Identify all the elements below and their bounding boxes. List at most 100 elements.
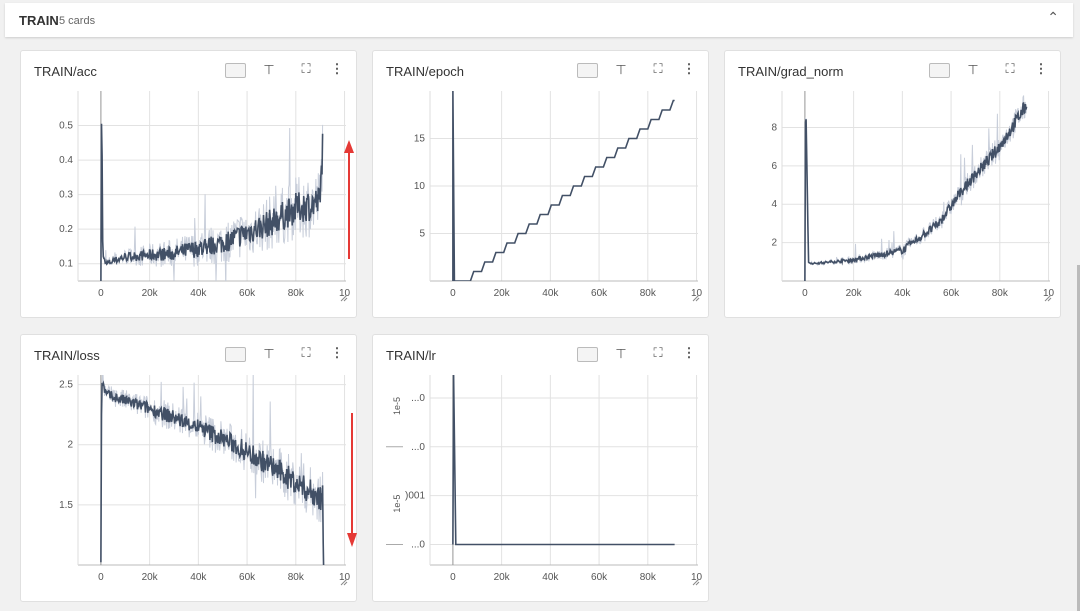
annotation-up-arrow	[344, 140, 354, 259]
x-tick-label: 10	[1043, 288, 1055, 299]
fit-domain-icon[interactable]	[577, 347, 598, 362]
y-tick-label: ...0	[411, 539, 425, 550]
x-tick-label: 60k	[591, 572, 608, 583]
fit-domain-icon[interactable]	[225, 347, 246, 362]
annotation-down-arrow	[347, 413, 357, 547]
x-tick-label: 40k	[894, 288, 911, 299]
fullscreen-icon[interactable]: ⛶	[301, 345, 311, 360]
resize-handle-icon[interactable]	[692, 294, 700, 302]
more-vert-icon[interactable]: ⋮	[330, 345, 344, 360]
x-tick-label: 20k	[142, 288, 159, 299]
resize-handle-icon[interactable]	[340, 294, 348, 302]
x-tick-label: 40k	[542, 572, 559, 583]
chart-card: TRAIN/epoch ⊥ ⛶ ⋮ 0 20k 40k 60k 80k 10 5 10 15	[372, 50, 709, 318]
chevron-up-icon[interactable]: ⌃	[1047, 9, 1059, 25]
card-title: TRAIN/lr	[386, 348, 436, 363]
raw-series-line	[804, 95, 1028, 281]
x-tick-label: 20k	[494, 288, 511, 299]
x-tick-label: 80k	[640, 288, 657, 299]
x-tick-label: 40k	[190, 288, 207, 299]
x-tick-label: 10	[339, 288, 351, 299]
card-title: TRAIN/grad_norm	[738, 64, 844, 79]
y-tick-label: 5	[419, 229, 425, 240]
chart-card: TRAIN/lr ⊥ ⛶ ⋮ 0 20k 40k 60k 80k 10 ...0 1e-5...…	[372, 334, 709, 602]
more-vert-icon[interactable]: ⋮	[330, 61, 344, 76]
y-tick-label: 2	[771, 238, 777, 249]
more-vert-icon[interactable]: ⋮	[682, 345, 696, 360]
fit-domain-icon[interactable]	[929, 63, 950, 78]
plot-area	[100, 375, 325, 565]
x-tick-label: 20k	[142, 572, 159, 583]
y-tick-label: 2	[67, 440, 73, 451]
x-tick-label: 60k	[239, 288, 256, 299]
y-tick-label: 0.5	[59, 121, 73, 132]
fullscreen-icon[interactable]: ⛶	[1005, 61, 1015, 76]
raw-series-line	[452, 375, 675, 545]
x-tick-label: 20k	[494, 572, 511, 583]
resize-handle-icon[interactable]	[1044, 294, 1052, 302]
chart-card: TRAIN/grad_norm ⊥ ⛶ ⋮ 0 20k 40k 60k 80k 10 2 4 6 8	[724, 50, 1061, 318]
smoothed-series-line	[452, 91, 675, 281]
chart-svg[interactable]: 0 20k 40k 60k 80k 10 0.1 0.2 0.3 0.4 0.5	[21, 51, 358, 319]
y-tick-label: 0.2	[59, 224, 73, 235]
more-vert-icon[interactable]: ⋮	[682, 61, 696, 76]
y-tick-label: ...0	[411, 442, 425, 453]
x-tick-label: 0	[450, 288, 456, 299]
raw-series-line	[100, 375, 324, 565]
plot-area	[100, 123, 324, 281]
smoothed-series-line	[100, 380, 325, 565]
x-tick-label: 40k	[190, 572, 207, 583]
x-tick-label: 10	[691, 288, 703, 299]
x-tick-label: 0	[98, 288, 104, 299]
x-tick-label: 60k	[239, 572, 256, 583]
chart-card: TRAIN/acc ⊥ ⛶ ⋮ 0 20k 40k 60k 80k 10 0.1 0.2 0.3 0…	[20, 50, 357, 318]
card-title: TRAIN/acc	[34, 64, 97, 79]
y-tick-exponent: 1e-5	[392, 495, 402, 513]
x-tick-label: 10	[691, 572, 703, 583]
smoothed-series-line	[100, 123, 324, 281]
chart-svg[interactable]: 0 20k 40k 60k 80k 10 1.5 2 2.5	[21, 335, 358, 603]
section-card-count: 5 cards	[59, 15, 96, 27]
y-tick-label: 10	[414, 181, 426, 192]
fullscreen-icon[interactable]: ⛶	[653, 345, 663, 360]
x-tick-label: 0	[450, 572, 456, 583]
scrollbar[interactable]	[1077, 265, 1080, 611]
y-tick-label: 8	[771, 122, 777, 133]
x-tick-label: 80k	[288, 288, 305, 299]
y-tick-label: 0.1	[59, 259, 73, 270]
chart-svg[interactable]: 0 20k 40k 60k 80k 10 5 10 15	[373, 51, 710, 319]
fit-domain-icon[interactable]	[225, 63, 246, 78]
plot-area	[804, 95, 1028, 281]
x-tick-label: 60k	[943, 288, 960, 299]
x-tick-label: 80k	[992, 288, 1009, 299]
smoothed-series-line	[804, 102, 1028, 281]
section-header[interactable]: TRAIN 5 cards ⌃	[5, 3, 1073, 37]
fit-domain-icon[interactable]	[577, 63, 598, 78]
y-tick-label: 6	[771, 161, 777, 172]
y-tick-label: 1.5	[59, 500, 73, 511]
chart-svg[interactable]: 0 20k 40k 60k 80k 10 2 4 6 8	[725, 51, 1062, 319]
x-tick-label: 80k	[288, 572, 305, 583]
y-tick-exponent: 1e-5	[392, 397, 402, 415]
card-title: TRAIN/epoch	[386, 64, 465, 79]
resize-handle-icon[interactable]	[692, 578, 700, 586]
fullscreen-icon[interactable]: ⛶	[653, 61, 663, 76]
card-title: TRAIN/loss	[34, 348, 100, 363]
y-tick-label: 2.5	[59, 380, 73, 391]
y-tick-label: 15	[414, 134, 426, 145]
y-tick-label: ...0	[411, 393, 425, 404]
x-tick-label: 80k	[640, 572, 657, 583]
chart-card: TRAIN/loss ⊥ ⛶ ⋮ 0 20k 40k 60k 80k 10 1.5 2 2.5	[20, 334, 357, 602]
y-tick-label: 0.4	[59, 155, 73, 166]
x-tick-label: 20k	[846, 288, 863, 299]
smoothed-series-line	[452, 375, 675, 546]
resize-handle-icon[interactable]	[340, 578, 348, 586]
y-tick-label: )001	[405, 491, 425, 502]
fullscreen-icon[interactable]: ⛶	[301, 61, 311, 76]
plot-area	[452, 91, 675, 281]
section-title: TRAIN	[19, 13, 59, 28]
x-tick-label: 10	[339, 572, 351, 583]
plot-area	[452, 375, 675, 546]
more-vert-icon[interactable]: ⋮	[1034, 61, 1048, 76]
